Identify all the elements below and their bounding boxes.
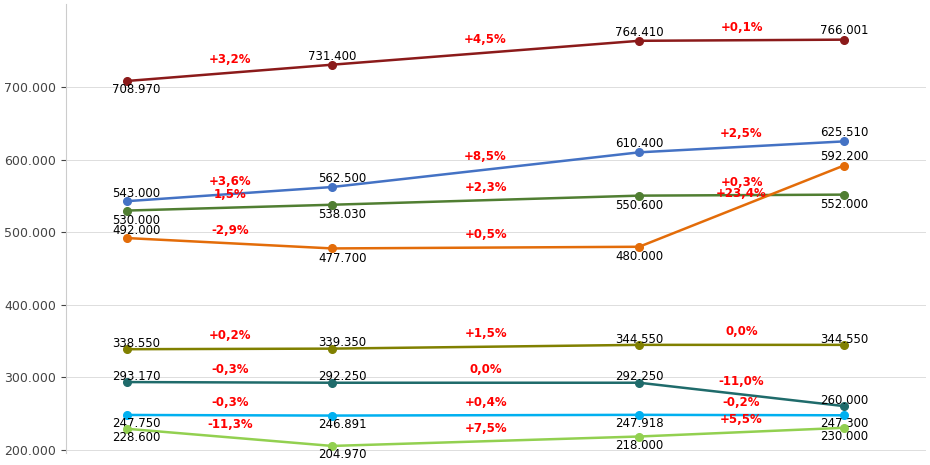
Text: -0,2%: -0,2% (723, 396, 761, 409)
Text: 247.300: 247.300 (819, 418, 868, 431)
Text: +0,4%: +0,4% (464, 396, 507, 409)
Text: 0,0%: 0,0% (470, 363, 502, 376)
Text: +23,4%: +23,4% (716, 186, 767, 199)
Text: +3,2%: +3,2% (208, 53, 251, 66)
Text: 766.001: 766.001 (819, 25, 869, 38)
Text: 492.000: 492.000 (112, 224, 160, 237)
Text: 230.000: 230.000 (820, 430, 868, 443)
Text: 543.000: 543.000 (112, 187, 160, 200)
Text: 344.550: 344.550 (820, 332, 868, 345)
Text: 246.891: 246.891 (318, 418, 366, 431)
Text: 344.550: 344.550 (615, 332, 663, 345)
Text: 552.000: 552.000 (820, 198, 868, 211)
Text: 292.250: 292.250 (615, 371, 663, 384)
Text: +3,6%: +3,6% (208, 174, 251, 187)
Text: +0,3%: +0,3% (721, 176, 763, 189)
Text: 292.250: 292.250 (318, 371, 366, 384)
Text: 477.700: 477.700 (318, 252, 366, 265)
Text: +5,5%: +5,5% (720, 412, 763, 425)
Text: +0,2%: +0,2% (208, 329, 251, 342)
Text: 625.510: 625.510 (819, 126, 868, 139)
Text: -0,3%: -0,3% (211, 396, 248, 409)
Text: -0,3%: -0,3% (211, 363, 248, 376)
Text: 339.350: 339.350 (318, 336, 366, 349)
Text: -2,9%: -2,9% (211, 224, 248, 237)
Text: +8,5%: +8,5% (464, 150, 507, 163)
Text: 538.030: 538.030 (318, 208, 366, 221)
Text: 338.550: 338.550 (112, 337, 160, 350)
Text: +1,5%: +1,5% (464, 327, 507, 340)
Text: 0,0%: 0,0% (725, 326, 758, 339)
Text: 592.200: 592.200 (819, 150, 868, 163)
Text: 480.000: 480.000 (615, 251, 663, 263)
Text: 1,5%: 1,5% (213, 188, 246, 201)
Text: 247.750: 247.750 (112, 417, 161, 430)
Text: 764.410: 764.410 (615, 26, 663, 39)
Text: 610.400: 610.400 (615, 137, 663, 150)
Text: -11,0%: -11,0% (719, 375, 764, 388)
Text: +0,1%: +0,1% (721, 21, 763, 33)
Text: +4,5%: +4,5% (464, 33, 507, 46)
Text: 550.600: 550.600 (615, 199, 663, 213)
Text: +2,3%: +2,3% (464, 181, 507, 194)
Text: 530.000: 530.000 (112, 214, 160, 227)
Text: 260.000: 260.000 (820, 394, 868, 407)
Text: 708.970: 708.970 (112, 83, 160, 96)
Text: -11,3%: -11,3% (206, 418, 253, 431)
Text: 731.400: 731.400 (308, 49, 356, 62)
Text: 228.600: 228.600 (112, 431, 160, 444)
Text: +7,5%: +7,5% (464, 422, 507, 435)
Text: 562.500: 562.500 (318, 172, 366, 185)
Text: 204.970: 204.970 (318, 448, 366, 461)
Text: +2,5%: +2,5% (720, 127, 763, 140)
Text: +0,5%: +0,5% (464, 228, 507, 241)
Text: 218.000: 218.000 (615, 438, 663, 452)
Text: 293.170: 293.170 (112, 370, 161, 383)
Text: 247.918: 247.918 (615, 417, 663, 430)
